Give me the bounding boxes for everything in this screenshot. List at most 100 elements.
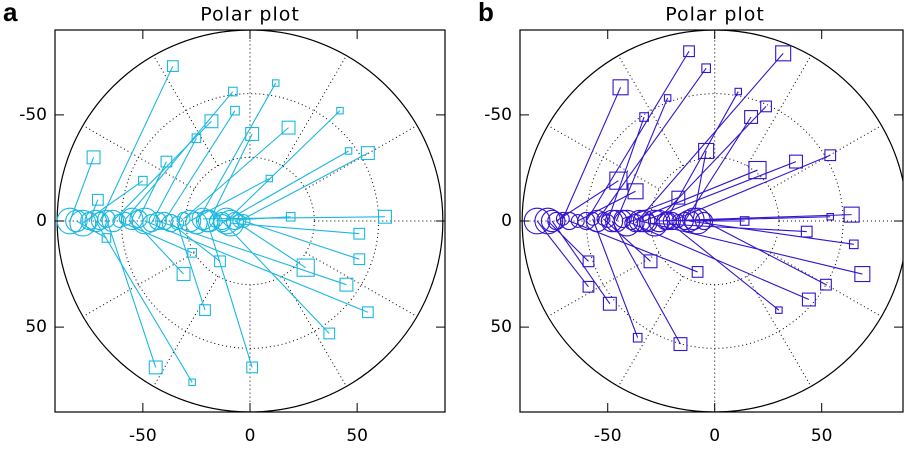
- end-marker: [627, 183, 644, 200]
- connector: [639, 220, 863, 275]
- end-marker: [91, 193, 104, 206]
- end-marker: [843, 206, 860, 223]
- connector: [95, 220, 193, 383]
- end-marker: [281, 120, 296, 135]
- start-marker: [677, 209, 701, 233]
- start-marker: [585, 211, 600, 226]
- start-marker: [641, 209, 669, 237]
- start-marker: [97, 209, 116, 228]
- start-marker: [112, 214, 127, 228]
- spoke: [153, 55, 219, 167]
- end-marker: [671, 190, 686, 205]
- end-marker: [800, 225, 813, 238]
- connector: [138, 161, 167, 220]
- connector: [703, 220, 827, 286]
- connector: [119, 220, 193, 254]
- end-marker: [744, 110, 759, 124]
- end-marker: [271, 79, 280, 87]
- end-marker: [826, 212, 835, 221]
- end-marker: [214, 255, 226, 268]
- x-tick-label: 50: [346, 426, 368, 446]
- end-marker: [228, 86, 238, 97]
- end-marker: [639, 112, 649, 122]
- end-marker: [683, 45, 695, 58]
- end-marker: [775, 306, 783, 314]
- connector: [592, 218, 639, 338]
- connector: [631, 222, 810, 301]
- end-marker: [187, 247, 197, 258]
- end-marker: [848, 239, 859, 250]
- start-marker: [213, 211, 232, 231]
- end-marker: [191, 133, 202, 144]
- panel-label: b: [478, 0, 494, 27]
- x-tick-label: 0: [245, 426, 256, 446]
- spoke: [305, 252, 418, 317]
- x-tick-label: 50: [811, 426, 833, 446]
- end-marker: [166, 60, 179, 72]
- connector: [688, 220, 854, 245]
- start-marker: [555, 211, 570, 226]
- end-marker: [323, 327, 336, 340]
- connector: [562, 87, 622, 220]
- end-marker: [734, 87, 743, 96]
- connector: [176, 222, 206, 311]
- start-marker: [84, 209, 107, 233]
- connector: [99, 65, 174, 222]
- start-marker: [632, 209, 656, 233]
- end-marker: [698, 142, 715, 160]
- end-marker: [339, 277, 354, 292]
- connector: [221, 220, 330, 334]
- connector: [230, 222, 360, 235]
- end-marker: [820, 278, 832, 291]
- start-marker: [647, 209, 671, 233]
- panel-label: a: [3, 0, 18, 27]
- end-marker: [643, 254, 658, 269]
- plot-area: [56, 30, 444, 412]
- end-marker: [775, 45, 792, 62]
- y-tick-label: -50: [484, 105, 512, 125]
- start-marker: [540, 209, 564, 233]
- start-marker: [161, 214, 180, 233]
- end-marker: [582, 280, 595, 293]
- y-tick-label: 0: [36, 211, 47, 231]
- start-marker: [69, 209, 97, 237]
- end-marker: [361, 306, 374, 319]
- start-marker: [613, 209, 632, 228]
- ring: [585, 93, 844, 349]
- end-marker: [701, 63, 711, 74]
- start-marker: [560, 211, 579, 231]
- connector: [671, 154, 831, 222]
- connector: [163, 110, 236, 222]
- end-marker: [760, 100, 772, 113]
- end-marker: [789, 154, 803, 169]
- end-marker: [176, 267, 191, 282]
- end-marker: [360, 146, 375, 161]
- connector: [547, 220, 589, 262]
- end-marker: [691, 266, 704, 278]
- connector: [206, 220, 253, 368]
- start-marker: [148, 211, 167, 231]
- connector: [667, 220, 780, 311]
- end-marker: [204, 114, 219, 129]
- connector: [239, 152, 369, 222]
- connector: [234, 220, 307, 269]
- end-marker: [673, 337, 688, 352]
- spoke: [82, 252, 195, 317]
- x-tick-label: 0: [709, 426, 720, 446]
- connector: [170, 222, 221, 262]
- y-tick-label: 50: [490, 317, 512, 337]
- chart-title: Polar plot: [665, 4, 765, 26]
- start-marker: [694, 211, 714, 231]
- y-tick-label: 50: [25, 317, 47, 337]
- panel: -50 0 50 -50 0 50 Polar plot a: [3, 0, 446, 446]
- end-marker: [582, 255, 595, 268]
- connector: [659, 214, 852, 222]
- start-marker: [195, 209, 219, 233]
- start-marker: [628, 209, 652, 233]
- end-marker: [336, 106, 344, 115]
- chart-title: Polar plot: [200, 4, 300, 26]
- end-marker: [138, 175, 148, 186]
- connector: [596, 67, 707, 222]
- spoke: [281, 275, 347, 387]
- end-marker: [265, 174, 274, 183]
